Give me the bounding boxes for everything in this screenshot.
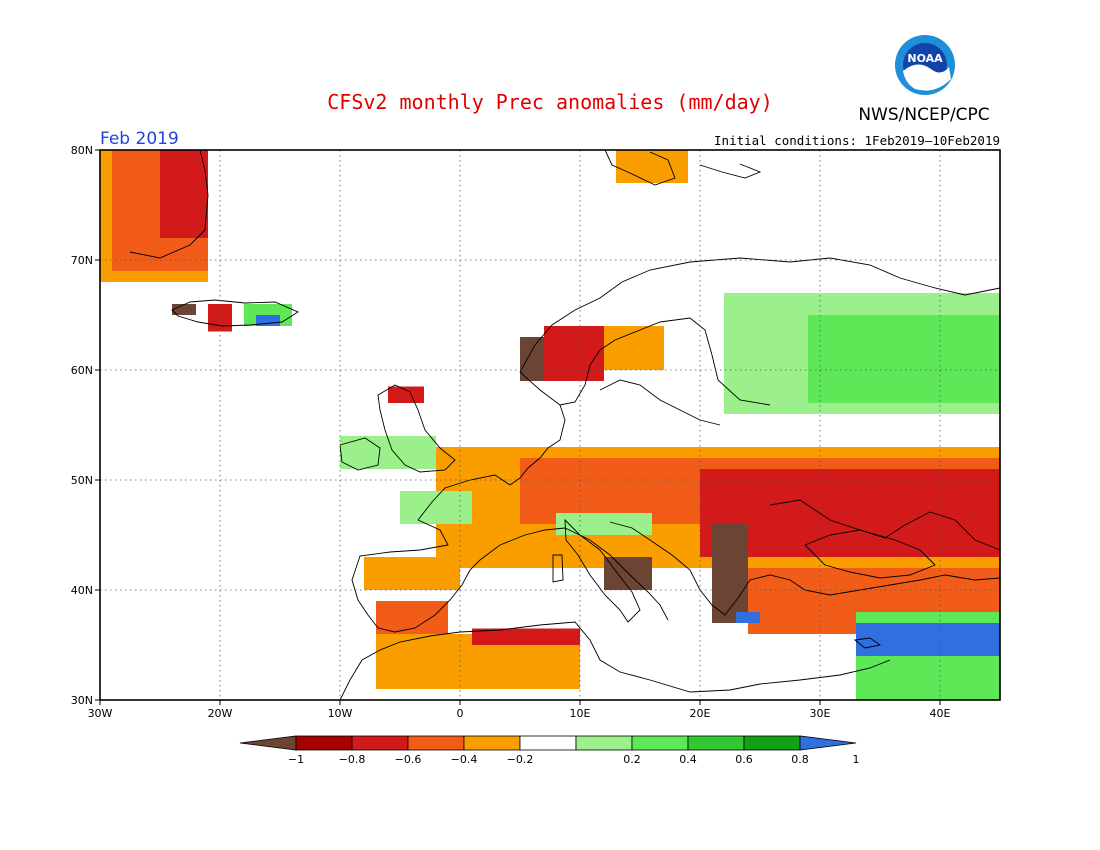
- colorbar: −1 −0.8 −0.6 −0.4 −0.2 0.2 0.4 0.6 0.8 1: [239, 735, 860, 766]
- anomaly-cells: [100, 150, 1000, 700]
- colorbar-label: 0.8: [791, 753, 809, 766]
- anomaly-aegean-blue: [736, 612, 760, 623]
- lat-tick-label: 30N: [71, 694, 93, 707]
- anomaly-iceland-mid: [208, 304, 232, 332]
- anomaly-balkans: [712, 524, 748, 623]
- anomaly-scotland: [388, 386, 424, 403]
- anomaly-east-med-blue: [856, 623, 1000, 656]
- anomaly-iceland-west: [172, 304, 196, 315]
- initial-conditions: Initial conditions: 1Feb2019—10Feb2019: [714, 133, 1000, 148]
- lon-tick-label: 30E: [810, 707, 831, 720]
- anomaly-greenland-deep: [160, 150, 208, 238]
- colorbar-segment: [575, 735, 633, 751]
- anomaly-ireland-uk: [340, 436, 436, 469]
- lat-tick-label: 40N: [71, 584, 93, 597]
- colorbar-label: −0.4: [451, 753, 478, 766]
- month-label: Feb 2019: [100, 129, 179, 149]
- lon-tick-label: 30W: [88, 707, 113, 720]
- lon-tick-label: 10E: [570, 707, 591, 720]
- graticule: [100, 150, 1000, 700]
- lon-tick-label: 40E: [930, 707, 951, 720]
- anomaly-finland-orange: [604, 326, 664, 370]
- colorbar-label: −0.6: [395, 753, 422, 766]
- lon-tick-label: 20E: [690, 707, 711, 720]
- logo-lettering: NOAA: [907, 52, 943, 65]
- colorbar-segment: [407, 735, 465, 751]
- colorbar-segment: [631, 735, 689, 751]
- colorbar-segment: [295, 735, 353, 751]
- chart-title: CFSv2 monthly Prec anomalies (mm/day): [327, 90, 773, 114]
- map-frame: [99, 149, 1001, 701]
- anomaly-iceland-blue: [256, 315, 280, 326]
- colorbar-segment: [351, 735, 409, 751]
- anomaly-algeria-tunisia: [472, 628, 580, 645]
- colorbar-label: −1: [288, 753, 304, 766]
- colorbar-label: 1: [853, 753, 860, 766]
- lon-tick-label: 10W: [328, 707, 353, 720]
- colorbar-segment: [463, 735, 521, 751]
- anomaly-scandinavia-red: [544, 326, 604, 381]
- colorbar-label: 0.4: [679, 753, 697, 766]
- anomaly-east-europe-core: [700, 469, 1000, 557]
- colorbar-label: 0.2: [623, 753, 641, 766]
- colorbar-arrow-low: [239, 735, 297, 751]
- lon-tick-label: 0: [457, 707, 464, 720]
- org-label: NWS/NCEP/CPC: [858, 105, 989, 125]
- lat-tick-label: 60N: [71, 364, 93, 377]
- colorbar-label: −0.2: [507, 753, 534, 766]
- anomaly-svalbard: [616, 150, 688, 183]
- anomaly-iberia-north: [364, 557, 460, 590]
- colorbar-label: 0.6: [735, 753, 753, 766]
- map-area: 30W 20W 10W 0 10E 20E 30E 40E 30N 40N 50N 60N 70N 80N: [71, 144, 1001, 720]
- axis-ticks: 30W 20W 10W 0 10E 20E 30E 40E 30N 40N 50N 60N 70N 80N: [71, 144, 951, 720]
- anomaly-france-west: [400, 491, 472, 524]
- lat-tick-label: 80N: [71, 144, 93, 157]
- anomaly-alps: [556, 513, 652, 535]
- colorbar-segment: [519, 735, 577, 751]
- noaa-logo: NOAA: [895, 35, 955, 95]
- colorbar-segment: [743, 735, 801, 751]
- colorbar-segment: [687, 735, 745, 751]
- colorbar-arrow-high: [799, 735, 857, 751]
- anomaly-north-russia-core: [808, 315, 1000, 403]
- lat-tick-label: 50N: [71, 474, 93, 487]
- colorbar-label: −0.8: [339, 753, 366, 766]
- lat-tick-label: 70N: [71, 254, 93, 267]
- lon-tick-label: 20W: [208, 707, 233, 720]
